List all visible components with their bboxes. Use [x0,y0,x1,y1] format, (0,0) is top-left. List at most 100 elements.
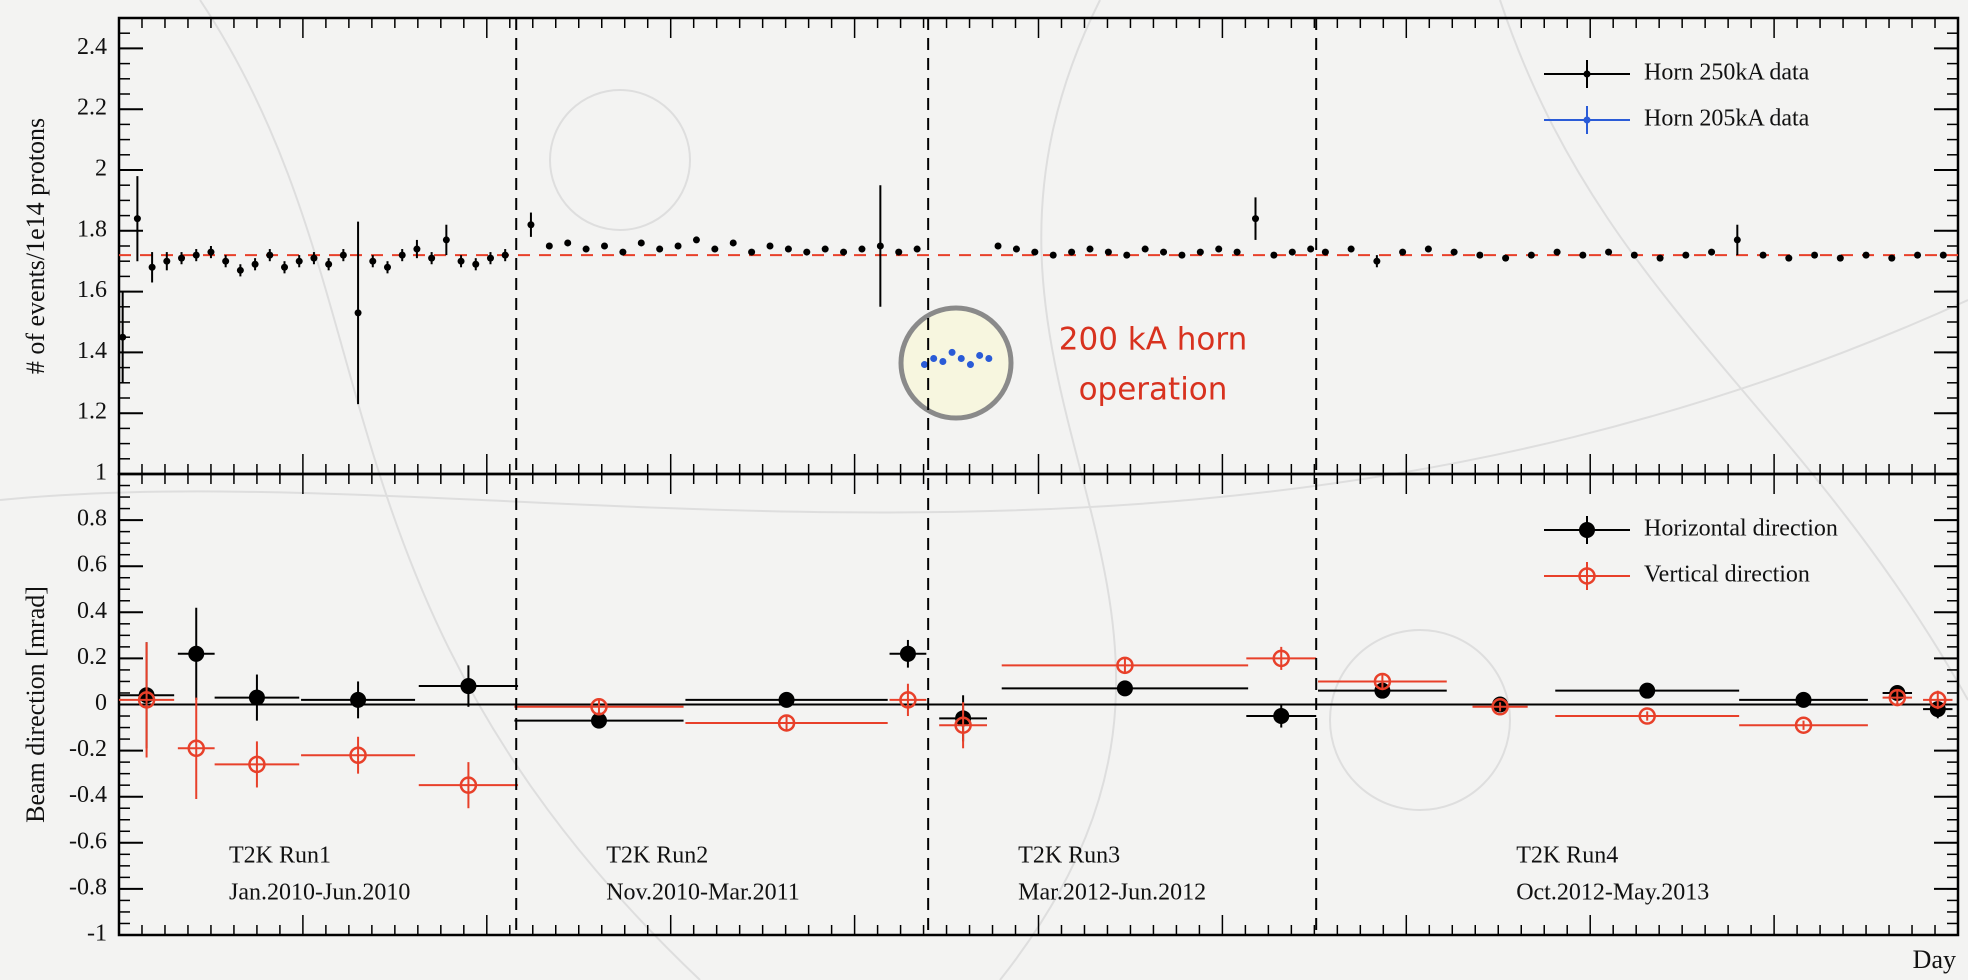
data-point [899,691,917,709]
y-tick-label: 2.4 [77,34,107,60]
data-point [1733,236,1741,244]
data-point [1373,672,1392,691]
legend-label: Horn 250kA data [1644,60,1810,86]
data-point [1373,257,1381,265]
data-point [350,691,367,708]
data-point [545,242,553,250]
data-point [1638,707,1656,725]
data-point [1795,691,1812,708]
data-point [930,354,938,362]
data-point [1939,251,1947,259]
y-tick-label: 1 [95,460,107,486]
data-point-group [590,698,608,716]
data-point [1579,251,1587,259]
data-point [1656,254,1664,262]
x-axis-label: Day [1913,945,1956,974]
inset-circle [898,305,1014,421]
data-point [1104,248,1112,256]
data-point [1450,248,1458,256]
data-point [976,351,984,359]
series [119,176,1947,405]
data-point [1160,248,1168,256]
data-point [349,746,367,764]
data-point [1196,248,1204,256]
data-point [784,245,792,253]
data-point [1178,251,1186,259]
data-point [1639,682,1656,699]
data-point [457,257,465,265]
data-point-group [1116,656,1134,675]
data-point-group [1794,716,1813,734]
data-point [148,263,156,271]
data-point [1785,254,1793,262]
data-point-group [954,716,972,734]
data-point [985,354,993,362]
data-point [428,254,436,262]
y-axis-label: # of events/1e14 protons [21,118,50,374]
legend-label: Horizontal direction [1644,516,1838,542]
data-point [295,257,303,265]
data-point [1491,698,1509,716]
data-point [459,776,478,794]
series [119,607,1953,749]
data-point [207,248,215,256]
data-point [1321,248,1329,256]
inset-magnifier [898,305,1014,421]
y-tick-label: 0.8 [77,506,107,532]
data-point-group [459,776,478,794]
data-point [1086,245,1094,253]
data-point [1233,248,1241,256]
legend-marker [1583,116,1591,124]
data-point-group [248,755,266,774]
run-name: T2K Run1 [229,843,331,869]
data-point [369,257,377,265]
legend-marker [1583,70,1591,78]
data-point [383,263,391,271]
data-point-group [1272,649,1290,668]
data-point [354,309,362,317]
y-tick-label: 0.6 [77,552,107,578]
data-point [248,755,266,774]
data-point [840,248,848,256]
data-point [821,245,829,253]
data-point [1307,245,1315,253]
data-point [163,257,171,265]
data-point [1794,716,1813,734]
data-point [1502,254,1510,262]
data-point [1605,248,1613,256]
legend-marker [1578,567,1596,585]
data-point [590,698,608,716]
data-point [656,245,664,253]
y-tick-label: -1 [87,921,107,947]
data-point [413,245,421,253]
data-point [600,242,608,250]
y-tick-label: 0 [95,690,107,716]
data-point [137,691,156,709]
data-point [674,242,682,250]
data-point [895,248,903,256]
data-point [777,714,796,732]
data-point [1049,251,1057,259]
data-point [1116,656,1134,675]
data-point [590,712,607,729]
data-point-group [137,691,156,709]
data-point [966,361,974,369]
data-point [339,251,347,259]
data-point [1888,254,1896,262]
data-point [188,645,205,662]
data-point [178,254,186,262]
run-period: Jan.2010-Jun.2010 [229,880,410,906]
data-point [994,242,1002,250]
data-point [1123,251,1131,259]
data-point [766,242,774,250]
series [119,642,1953,809]
data-point [1527,251,1535,259]
data-point [1929,691,1947,709]
data-point [1272,649,1290,668]
y-axis-label: Beam direction [mrad] [21,586,50,823]
data-point [913,245,921,253]
data-point [251,260,259,268]
data-point [222,257,230,265]
data-point [1252,215,1260,223]
